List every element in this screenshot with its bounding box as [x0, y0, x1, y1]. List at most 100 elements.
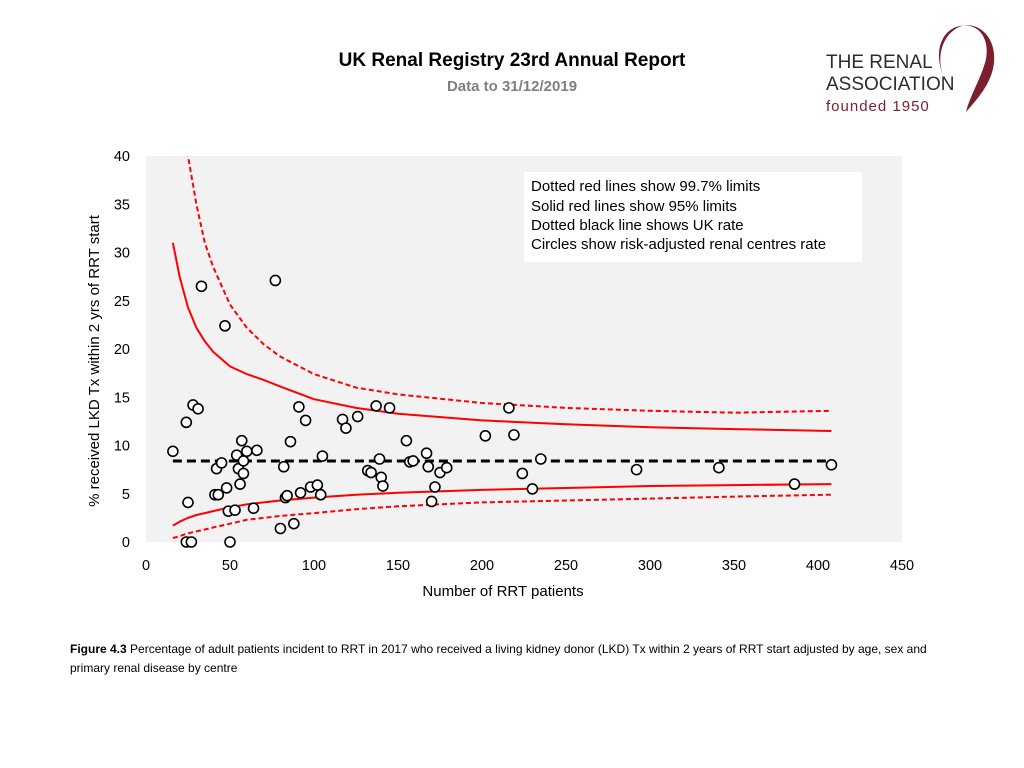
legend-item-uk-rate: Dotted black line shows UK rate — [531, 217, 744, 234]
centre-point — [788, 478, 801, 490]
centre-point — [215, 457, 228, 469]
legend-box — [524, 172, 862, 262]
centre-point — [274, 522, 287, 535]
y-axis-label: % received LKD Tx within 2 yrs of RRT st… — [86, 214, 103, 507]
logo-line2: ASSOCIATION — [826, 74, 954, 95]
y-axis-ticks: 0 5 10 15 20 25 30 35 40 — [114, 149, 130, 551]
centre-point — [299, 414, 312, 427]
x-axis-ticks: 0 50 100 150 200 250 300 350 400 450 — [142, 558, 914, 574]
centre-point — [180, 416, 193, 429]
centre-point — [237, 467, 250, 480]
caption-text: Percentage of adult patients incident to… — [70, 642, 927, 675]
upper-997-limit-line — [186, 156, 832, 414]
centre-point — [241, 445, 253, 458]
x-tick-label: 100 — [302, 558, 326, 574]
centre-point — [340, 422, 352, 434]
centre-point — [370, 400, 382, 412]
centre-point — [351, 410, 364, 423]
centre-point — [247, 502, 260, 515]
centre-point — [229, 504, 241, 516]
centre-point — [630, 463, 643, 476]
centre-point — [281, 489, 293, 502]
centre-point — [293, 401, 305, 413]
centre-point — [429, 481, 441, 493]
legend: Dotted red lines show 99.7% limits Solid… — [524, 172, 862, 262]
centre-point — [294, 486, 307, 499]
x-tick-label: 150 — [386, 558, 410, 574]
lkd-funnel-chart: 0 5 10 15 20 25 30 35 40 0 50 100 150 200 250 300 350 40… — [86, 149, 914, 600]
y-tick-label: 25 — [114, 294, 130, 310]
logo-swoosh-icon — [938, 25, 995, 112]
y-tick-label: 20 — [114, 342, 130, 358]
y-tick-label: 10 — [114, 439, 130, 455]
x-tick-label: 350 — [722, 558, 746, 574]
centre-point — [420, 447, 433, 460]
x-tick-label: 450 — [890, 558, 914, 574]
centre-point — [365, 466, 377, 479]
centre-point — [825, 458, 838, 471]
centre-point — [479, 430, 492, 442]
x-tick-label: 300 — [638, 558, 662, 574]
centre-point — [182, 496, 194, 509]
x-tick-label: 200 — [470, 558, 494, 574]
centre-point — [237, 455, 250, 467]
centre-point — [503, 402, 515, 414]
caption-label: Figure 4.3 — [70, 642, 127, 656]
centre-point — [195, 280, 208, 293]
centre-point — [234, 478, 246, 490]
y-tick-label: 5 — [122, 487, 130, 503]
centre-point — [212, 488, 225, 501]
lower-997-limit-line — [172, 493, 832, 540]
centre-point — [422, 460, 435, 473]
centre-point — [516, 467, 529, 480]
centre-point — [383, 402, 396, 414]
centre-point — [407, 455, 419, 467]
centre-point — [425, 495, 438, 508]
x-axis-label: Number of RRT patients — [422, 583, 583, 600]
centre-point — [534, 453, 547, 465]
centre-point — [220, 482, 233, 494]
y-tick-label: 40 — [114, 149, 130, 165]
centre-point — [288, 517, 300, 530]
centre-point — [377, 480, 389, 492]
centre-point — [235, 434, 248, 447]
report-title: UK Renal Registry 23rd Annual Report — [338, 50, 686, 71]
centre-point — [311, 479, 324, 491]
upper-95-limit-line — [171, 242, 832, 432]
centre-point — [508, 429, 520, 441]
centre-point — [373, 453, 386, 465]
centre-point — [192, 403, 204, 415]
renal-association-logo: THE RENAL ASSOCIATION founded 1950 — [826, 25, 995, 115]
centre-point — [251, 444, 263, 457]
x-tick-label: 0 — [142, 558, 150, 574]
centre-point — [185, 536, 198, 548]
y-tick-label: 35 — [114, 197, 130, 213]
centre-point — [269, 274, 282, 287]
legend-item-centres: Circles show risk-adjusted renal centres… — [531, 236, 826, 253]
centre-point — [526, 483, 539, 495]
centre-point — [224, 536, 236, 548]
legend-item-95-limits: Solid red lines show 95% limits — [531, 198, 737, 215]
centre-point — [284, 435, 297, 448]
legend-item-997-limits: Dotted red lines show 99.7% limits — [531, 178, 760, 195]
y-tick-label: 30 — [114, 246, 130, 262]
centre-point — [314, 488, 327, 501]
centre-point — [440, 461, 453, 474]
figure-caption: Figure 4.3 Percentage of adult patients … — [70, 640, 950, 678]
centre-point — [400, 434, 413, 447]
y-tick-label: 0 — [122, 535, 130, 551]
centre-point — [167, 445, 179, 458]
logo-line3: founded 1950 — [826, 98, 930, 115]
x-tick-label: 250 — [554, 558, 578, 574]
x-tick-label: 50 — [222, 558, 238, 574]
logo-line1: THE RENAL — [826, 52, 933, 73]
centre-points — [167, 274, 838, 548]
report-subtitle: Data to 31/12/2019 — [446, 78, 578, 95]
centre-point — [713, 461, 725, 474]
lower-95-limit-line — [172, 483, 832, 527]
x-tick-label: 400 — [806, 558, 830, 574]
limit-lines — [171, 156, 832, 540]
y-tick-label: 15 — [114, 390, 130, 406]
centre-point — [219, 320, 231, 332]
centre-point — [277, 460, 290, 473]
